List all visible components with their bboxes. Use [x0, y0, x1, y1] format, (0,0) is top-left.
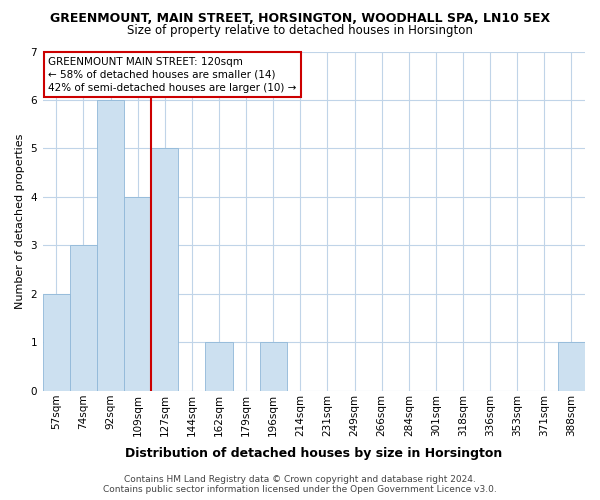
Text: GREENMOUNT, MAIN STREET, HORSINGTON, WOODHALL SPA, LN10 5EX: GREENMOUNT, MAIN STREET, HORSINGTON, WOO…: [50, 12, 550, 26]
Text: GREENMOUNT MAIN STREET: 120sqm
← 58% of detached houses are smaller (14)
42% of : GREENMOUNT MAIN STREET: 120sqm ← 58% of …: [48, 56, 296, 93]
Bar: [151, 148, 178, 391]
Text: Size of property relative to detached houses in Horsington: Size of property relative to detached ho…: [127, 24, 473, 37]
Bar: [70, 246, 97, 391]
Text: Contains HM Land Registry data © Crown copyright and database right 2024.
Contai: Contains HM Land Registry data © Crown c…: [103, 474, 497, 494]
Bar: [124, 197, 151, 391]
Bar: [43, 294, 70, 391]
Y-axis label: Number of detached properties: Number of detached properties: [15, 134, 25, 309]
X-axis label: Distribution of detached houses by size in Horsington: Distribution of detached houses by size …: [125, 447, 502, 460]
Bar: [97, 100, 124, 391]
Bar: [558, 342, 585, 391]
Bar: [260, 342, 287, 391]
Bar: [205, 342, 233, 391]
